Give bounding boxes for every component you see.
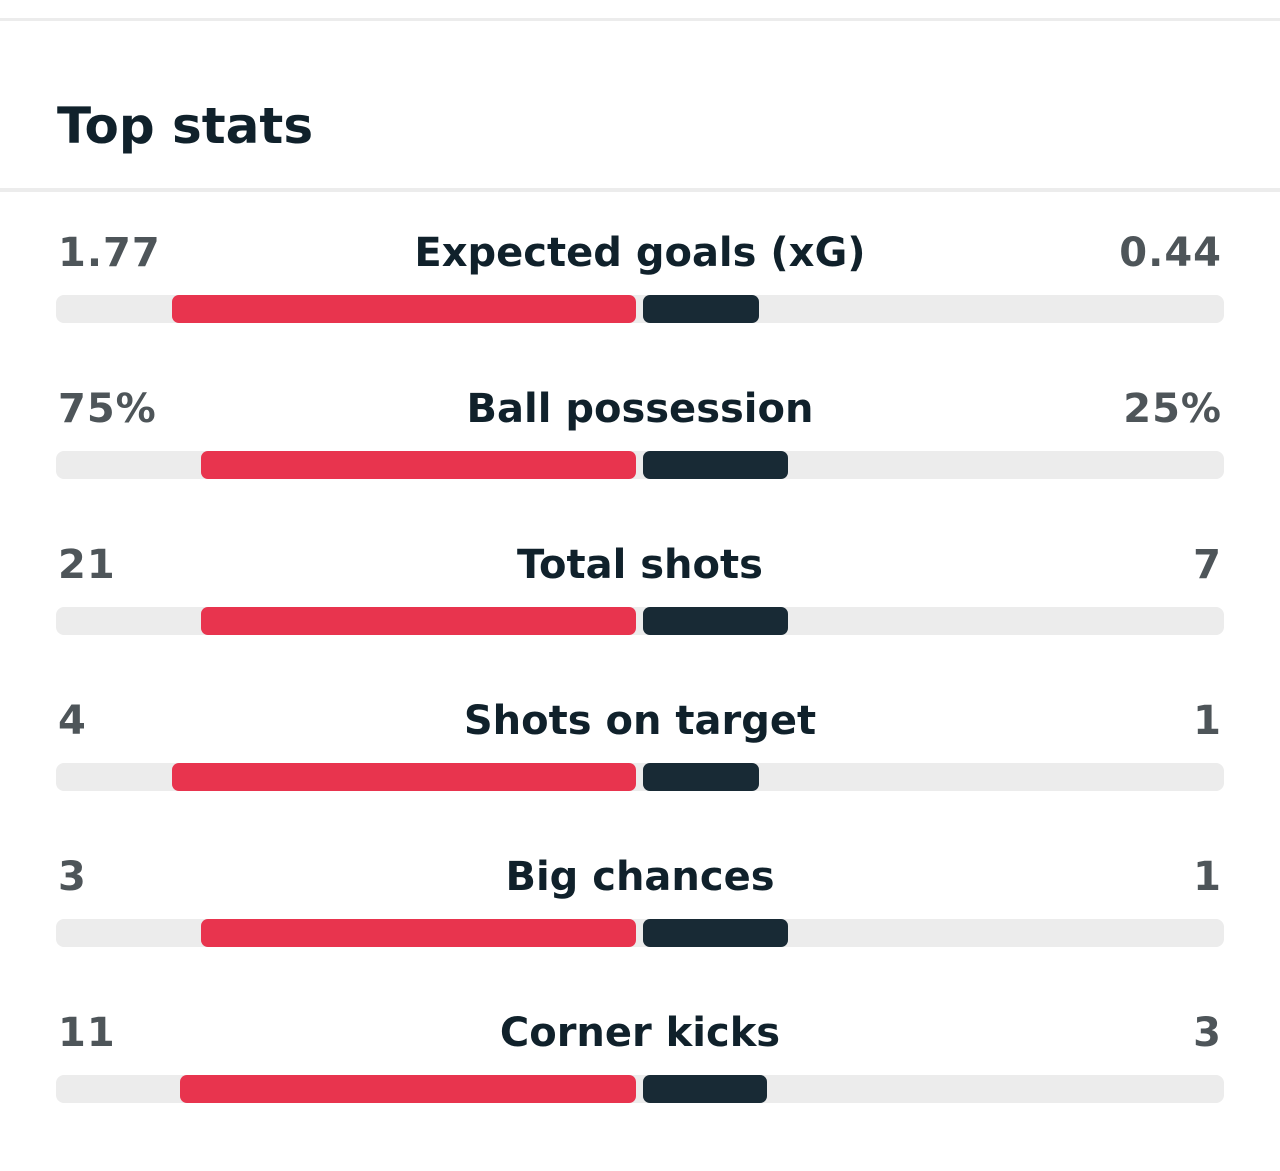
stat-away-bar: [643, 919, 788, 947]
stat-values: 1.77 Expected goals (xG) 0.44: [56, 218, 1224, 288]
stat-bar-track: [56, 607, 1224, 635]
stat-away-bar: [643, 607, 788, 635]
stat-away-bar: [643, 451, 788, 479]
stat-label: Ball possession: [466, 386, 814, 432]
stat-away-value: 3: [1193, 1010, 1222, 1056]
stat-bar-track: [56, 295, 1224, 323]
stat-home-value: 4: [58, 698, 87, 744]
stat-home-bar: [201, 919, 636, 947]
stat-label: Corner kicks: [499, 1010, 781, 1056]
stat-bar-track: [56, 763, 1224, 791]
stat-home-bar: [201, 607, 636, 635]
header-divider: [0, 188, 1280, 192]
stat-row-total-shots[interactable]: 21 Total shots 7: [56, 530, 1224, 686]
stat-values: 3 Big chances 1: [56, 842, 1224, 912]
stat-away-value: 1: [1193, 854, 1222, 900]
stat-bar-track: [56, 919, 1224, 947]
stat-home-bar: [172, 295, 636, 323]
stat-label: Total shots: [517, 542, 763, 588]
stat-values: 11 Corner kicks 3: [56, 998, 1224, 1068]
top-divider: [0, 18, 1280, 21]
stat-values: 75% Ball possession 25%: [56, 374, 1224, 444]
stat-away-value: 7: [1193, 542, 1222, 588]
stat-label: Expected goals (xG): [414, 230, 866, 276]
stat-home-value: 3: [58, 854, 87, 900]
section-title: Top stats: [57, 97, 314, 155]
stat-home-bar: [201, 451, 636, 479]
stat-home-value: 11: [58, 1010, 116, 1056]
stat-away-value: 25%: [1123, 386, 1222, 432]
stat-values: 4 Shots on target 1: [56, 686, 1224, 756]
stat-home-value: 21: [58, 542, 116, 588]
stat-away-bar: [643, 295, 759, 323]
stat-values: 21 Total shots 7: [56, 530, 1224, 600]
stat-label: Shots on target: [463, 698, 817, 744]
stat-away-value: 1: [1193, 698, 1222, 744]
stat-row-expected-goals[interactable]: 1.77 Expected goals (xG) 0.44: [56, 218, 1224, 374]
stat-bar-track: [56, 1075, 1224, 1103]
stat-away-value: 0.44: [1119, 230, 1222, 276]
stat-home-value: 75%: [58, 386, 157, 432]
stat-home-bar: [180, 1075, 636, 1103]
stat-row-shots-on-target[interactable]: 4 Shots on target 1: [56, 686, 1224, 842]
stat-label: Big chances: [505, 854, 775, 900]
stat-away-bar: [643, 763, 759, 791]
stats-list: 1.77 Expected goals (xG) 0.44 75% Ball p…: [56, 218, 1224, 1154]
stat-home-bar: [172, 763, 636, 791]
stat-home-value: 1.77: [58, 230, 161, 276]
stat-row-big-chances[interactable]: 3 Big chances 1: [56, 842, 1224, 998]
stat-away-bar: [643, 1075, 767, 1103]
stat-row-ball-possession[interactable]: 75% Ball possession 25%: [56, 374, 1224, 530]
stat-bar-track: [56, 451, 1224, 479]
stat-row-corner-kicks[interactable]: 11 Corner kicks 3: [56, 998, 1224, 1154]
